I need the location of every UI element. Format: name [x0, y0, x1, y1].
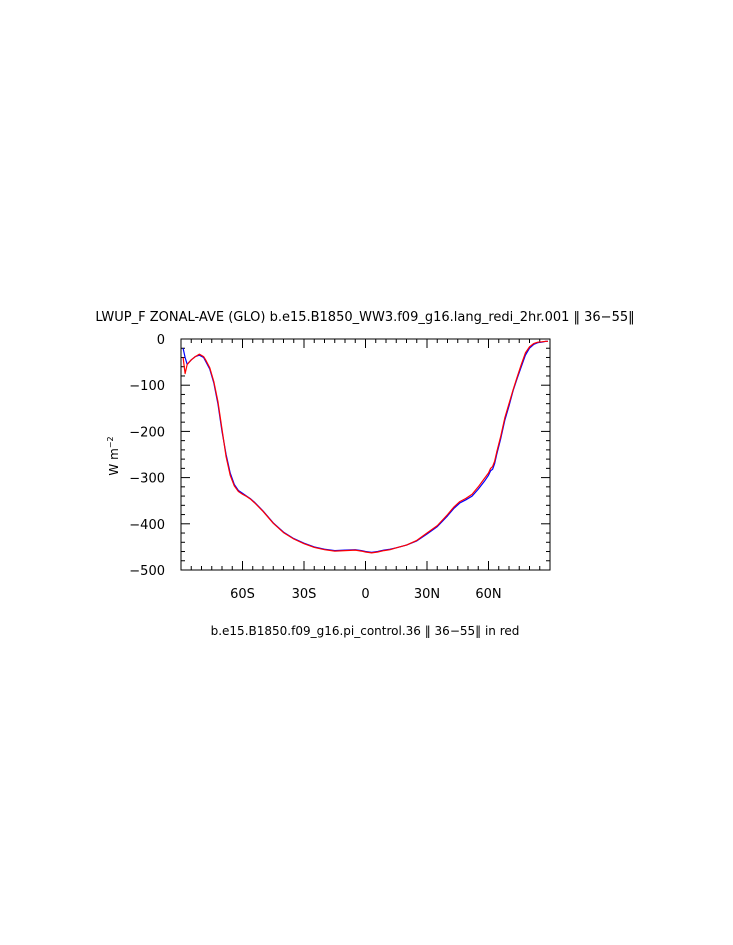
- chart-subtitle: b.e15.B1850.f09_g16.pi_control.36 ‖ 36−5…: [211, 624, 520, 638]
- x-tick-label: 60N: [475, 587, 501, 602]
- x-tick-labels: 60S 30S 0 30N 60N: [230, 587, 502, 602]
- chart-title: LWUP_F ZONAL-AVE (GLO) b.e15.B1850_WW3.f…: [95, 310, 634, 325]
- x-tick-label: 30S: [292, 587, 317, 602]
- series-lines: [182, 340, 548, 554]
- y-tick-label: −500: [129, 564, 165, 579]
- series-line-red: [182, 340, 548, 554]
- x-major-ticks: [180, 339, 551, 570]
- series-line-blue: [182, 340, 548, 554]
- y-tick-labels: 0 −100 −200 −300 −400 −500: [129, 333, 165, 579]
- x-minor-ticks: [190, 339, 541, 570]
- x-tick-label: 30N: [414, 587, 440, 602]
- y-tick-label: −100: [129, 379, 165, 394]
- y-axis-label: W m−2: [106, 436, 121, 475]
- y-tick-label: −200: [129, 425, 165, 440]
- y-minor-ticks: [181, 347, 550, 562]
- y-axis-label-exponent: −2: [106, 436, 115, 448]
- y-axis-label-base: W m: [107, 448, 121, 475]
- y-tick-label: −400: [129, 518, 165, 533]
- plot-frame: [180, 338, 551, 571]
- y-tick-label: −300: [129, 472, 165, 487]
- y-major-ticks: [181, 338, 550, 571]
- x-tick-label: 0: [361, 587, 369, 602]
- plot-area: [180, 338, 551, 571]
- x-tick-label: 60S: [230, 587, 255, 602]
- y-tick-label: 0: [157, 333, 165, 348]
